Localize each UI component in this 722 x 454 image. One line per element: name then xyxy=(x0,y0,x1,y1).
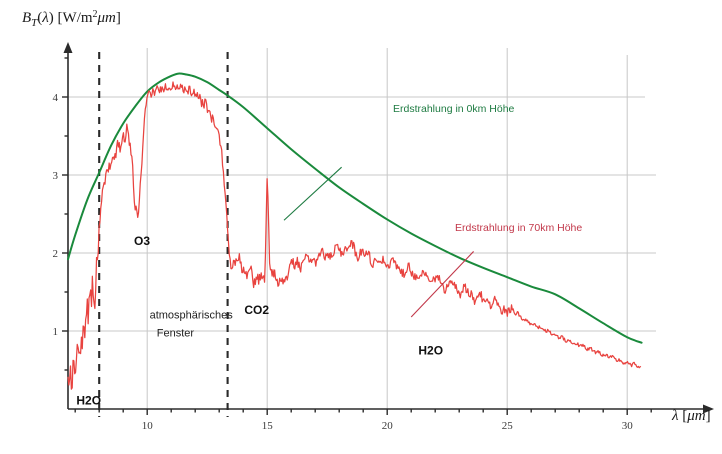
annotation-O3: O3 xyxy=(134,234,150,248)
series-earth-radiation-0km xyxy=(67,72,643,344)
x-tick-label: 10 xyxy=(142,420,154,432)
axes xyxy=(62,42,714,415)
leader-line-red xyxy=(410,251,474,318)
tick-labels: 1 2 3 4 10 15 20 25 30 xyxy=(53,92,634,432)
annotation-leader-lines xyxy=(283,166,474,318)
data-series xyxy=(67,72,643,390)
annotation-H2O-right: H2O xyxy=(418,343,443,357)
gridlines xyxy=(68,48,656,409)
x-axis-title: λ [μm] xyxy=(671,408,711,424)
x-tick-label: 15 xyxy=(262,420,274,432)
y-tick-label: 3 xyxy=(53,170,59,182)
annotation-CO2: CO2 xyxy=(244,303,269,317)
annotation-atmospheric-window-line1: atmosphärisches xyxy=(150,310,234,322)
y-axis-title: BT(λ) [W/m2μm] xyxy=(22,9,121,29)
annotation-red-label: Erdstrahlung in 70km Höhe xyxy=(455,222,582,234)
series-earth-radiation-70km xyxy=(67,81,642,390)
annotation-green-label: Erdstrahlung in 0km Höhe xyxy=(393,103,515,115)
y-tick-label: 4 xyxy=(53,92,59,104)
x-tick-label: 25 xyxy=(502,420,514,432)
x-tick-label: 20 xyxy=(382,420,394,432)
leader-line-green xyxy=(283,166,342,221)
window-boundary-lines xyxy=(98,52,229,417)
y-tick-label: 1 xyxy=(53,326,59,338)
x-tick-label: 30 xyxy=(622,420,634,432)
annotation-H2O-left: H2O xyxy=(76,393,101,407)
y-tick-label: 2 xyxy=(53,248,59,260)
annotation-atmospheric-window-line2: Fenster xyxy=(157,327,195,339)
gas-band-annotations: O3 CO2 H2O H2O atmosphärisches Fenster xyxy=(76,234,443,407)
